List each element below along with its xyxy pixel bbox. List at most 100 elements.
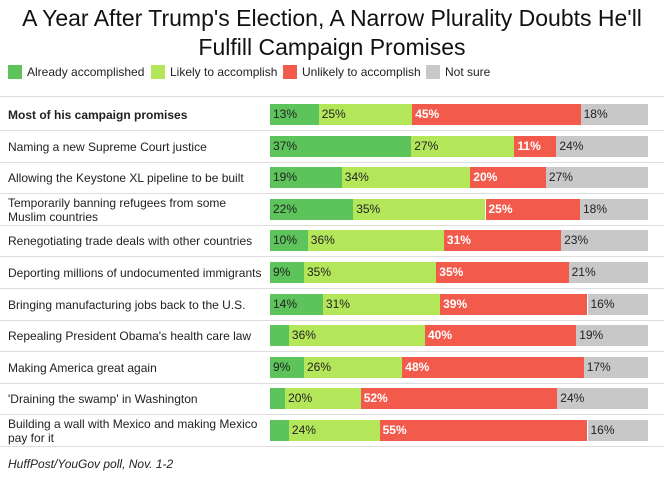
data-label: 18% <box>583 202 608 216</box>
bar-segment-not-sure: 19% <box>576 325 648 346</box>
bar-segment-unlikely-to-accomplish: 55% <box>379 420 588 441</box>
bar-segment-already-accomplished: 14% <box>270 294 323 315</box>
bar-segment-unlikely-to-accomplish: 11% <box>514 136 557 157</box>
data-label: 31% <box>446 233 471 247</box>
data-label: 27% <box>548 170 573 184</box>
bar-segment-already-accomplished <box>270 420 289 441</box>
bar-segment-unlikely-to-accomplish: 31% <box>443 230 562 251</box>
data-label: 21% <box>571 265 596 279</box>
bar-segment-unlikely-to-accomplish: 39% <box>440 294 588 315</box>
data-label: 26% <box>307 360 332 374</box>
data-label: 24% <box>560 391 585 405</box>
row-label: Temporarily banning refugees from some M… <box>8 196 227 224</box>
data-label: 13% <box>273 107 298 121</box>
row-divider <box>0 193 664 194</box>
bar-segment-already-accomplished: 13% <box>270 104 319 125</box>
bar-segment-likely-to-accomplish: 24% <box>288 420 380 441</box>
bar-segment-not-sure: 27% <box>545 167 648 188</box>
legend-swatch <box>8 65 22 79</box>
bar-segment-already-accomplished: 9% <box>270 357 304 378</box>
bar-segment-unlikely-to-accomplish: 40% <box>425 325 577 346</box>
data-label: 19% <box>273 170 298 184</box>
data-label: 27% <box>414 139 439 153</box>
data-label: 48% <box>405 360 430 374</box>
row-divider <box>0 383 664 384</box>
legend-label: Already accomplished <box>27 65 145 79</box>
row-divider <box>0 288 664 289</box>
row-divider <box>0 351 664 352</box>
bar-segment-likely-to-accomplish: 35% <box>353 199 486 220</box>
data-label: 34% <box>344 170 369 184</box>
bar-segment-unlikely-to-accomplish: 52% <box>360 388 558 409</box>
data-label: 14% <box>273 297 298 311</box>
row-divider <box>0 446 664 447</box>
data-label: 9% <box>273 265 291 279</box>
row-label: 'Draining the swamp' in Washington <box>8 392 198 406</box>
bar-segment-not-sure: 16% <box>587 420 648 441</box>
data-label: 37% <box>273 139 298 153</box>
data-label: 19% <box>579 328 604 342</box>
row-divider <box>0 130 664 131</box>
data-label: 22% <box>273 202 298 216</box>
legend-label: Unlikely to accomplish <box>302 65 421 79</box>
source-note: HuffPost/YouGov poll, Nov. 1-2 <box>8 457 174 471</box>
chart-title: A Year After Trump's Election, A Narrow … <box>22 5 642 60</box>
bar-segment-likely-to-accomplish: 35% <box>304 262 437 283</box>
row-label: Most of his campaign promises <box>8 108 188 122</box>
data-label: 35% <box>307 265 332 279</box>
bar-segment-unlikely-to-accomplish: 45% <box>412 104 581 125</box>
row-label: Deporting millions of undocumented immig… <box>8 266 262 280</box>
data-label: 23% <box>564 233 589 247</box>
bar-segment-not-sure: 24% <box>556 136 648 157</box>
data-label: 24% <box>291 423 316 437</box>
row-divider <box>0 162 664 163</box>
bar-segment-unlikely-to-accomplish: 25% <box>485 199 580 220</box>
data-label: 20% <box>473 170 498 184</box>
bar-segment-already-accomplished: 9% <box>270 262 304 283</box>
bar-segment-already-accomplished: 37% <box>270 136 412 157</box>
row-label: Building a wall with Mexico and making M… <box>8 417 258 445</box>
legend-label: Not sure <box>445 65 491 79</box>
data-label: 10% <box>273 233 298 247</box>
bar-segment-not-sure: 16% <box>587 294 648 315</box>
bar-segment-unlikely-to-accomplish: 20% <box>470 167 546 188</box>
data-label: 39% <box>443 297 468 311</box>
bar-segment-not-sure: 23% <box>561 230 648 251</box>
data-label: 16% <box>590 297 615 311</box>
bar-segment-not-sure: 17% <box>583 357 648 378</box>
data-label: 52% <box>363 391 388 405</box>
row-divider <box>0 414 664 415</box>
bar-segment-already-accomplished <box>270 325 289 346</box>
row-divider <box>0 256 664 257</box>
data-label: 25% <box>321 107 346 121</box>
row-label: Bringing manufacturing jobs back to the … <box>8 298 246 312</box>
bar-segment-not-sure: 18% <box>580 199 648 220</box>
bar-segment-already-accomplished: 10% <box>270 230 308 251</box>
row-label: Making America great again <box>8 361 157 375</box>
legend-swatch <box>283 65 297 79</box>
bar-segment-not-sure: 18% <box>580 104 648 125</box>
data-label: 20% <box>288 391 313 405</box>
bar-segment-likely-to-accomplish: 36% <box>307 230 444 251</box>
data-label: 40% <box>428 328 453 342</box>
bar-segment-likely-to-accomplish: 20% <box>285 388 361 409</box>
legend-label: Likely to accomplish <box>170 65 278 79</box>
row-label: Renegotiating trade deals with other cou… <box>8 234 253 248</box>
row-divider <box>0 96 664 97</box>
bar-segment-likely-to-accomplish: 36% <box>288 325 425 346</box>
bar-segment-likely-to-accomplish: 25% <box>318 104 413 125</box>
row-divider <box>0 320 664 321</box>
data-label: 55% <box>382 423 407 437</box>
bar-segment-unlikely-to-accomplish: 35% <box>436 262 569 283</box>
bar-segment-likely-to-accomplish: 26% <box>304 357 403 378</box>
data-label: 16% <box>590 423 615 437</box>
data-label: 25% <box>488 202 513 216</box>
bar-segment-already-accomplished: 22% <box>270 199 354 220</box>
data-label: 17% <box>586 360 611 374</box>
data-label: 11% <box>517 139 541 153</box>
data-label: 9% <box>273 360 291 374</box>
data-label: 24% <box>559 139 584 153</box>
bar-segment-likely-to-accomplish: 31% <box>322 294 441 315</box>
row-divider <box>0 225 664 226</box>
bar-segment-unlikely-to-accomplish: 48% <box>402 357 584 378</box>
